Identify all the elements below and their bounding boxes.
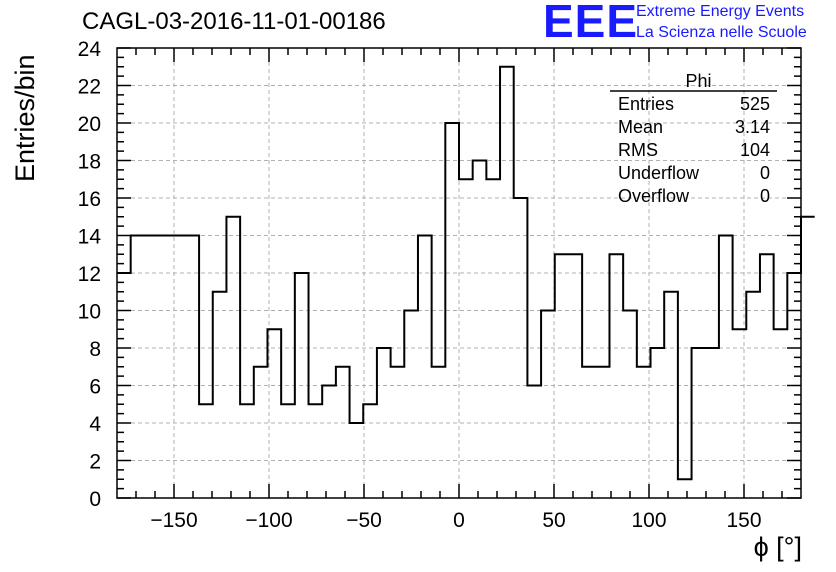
stats-label: RMS	[618, 140, 658, 160]
y-tick-label: 12	[78, 263, 101, 286]
histogram-bin	[281, 404, 295, 498]
histogram-bin	[199, 404, 213, 498]
y-tick-label: 16	[78, 188, 101, 211]
stats-label: Mean	[618, 117, 663, 137]
histogram-step-line	[117, 65, 815, 481]
stats-title: Phi	[685, 71, 711, 91]
grid-lines	[117, 48, 801, 498]
histogram-bin	[774, 329, 788, 498]
histogram-bin	[801, 217, 815, 498]
histogram-bin	[514, 198, 528, 498]
histogram-bin	[459, 179, 473, 498]
brand-line-1: Extreme Energy Events	[636, 3, 805, 20]
histogram-bin	[651, 348, 665, 498]
brand-line-2: La Scienza nelle Scuole	[636, 24, 807, 41]
histogram-bin	[391, 367, 405, 498]
histogram-bin	[568, 254, 582, 498]
histogram-bin	[719, 236, 733, 499]
y-tick-label: 10	[78, 301, 101, 324]
histogram-bin	[692, 348, 706, 498]
y-tick-label: 0	[89, 488, 101, 511]
x-tick-label: −150	[150, 509, 197, 532]
x-tick-label: −50	[346, 509, 382, 532]
y-tick-label: 4	[89, 413, 101, 436]
y-tick-label: 2	[89, 451, 101, 474]
histogram-bin	[582, 367, 596, 498]
stats-label: Overflow	[618, 186, 690, 206]
histogram-bin	[363, 404, 377, 498]
histogram-bin	[213, 292, 227, 498]
y-tick-label: 20	[78, 113, 101, 136]
histogram-bin	[760, 254, 774, 498]
x-tick-label: −100	[245, 509, 292, 532]
histogram-bin	[267, 329, 281, 498]
histogram-bin	[336, 367, 350, 498]
histogram-bin	[637, 367, 651, 498]
stats-value: 104	[740, 140, 770, 160]
histogram-bin	[144, 236, 158, 499]
histogram-bin	[432, 367, 446, 498]
y-tick-label: 14	[78, 226, 102, 249]
histogram-bin	[418, 236, 432, 499]
histogram-bin	[596, 367, 610, 498]
histogram-bin	[664, 292, 678, 498]
histogram-bin	[541, 311, 555, 499]
axes: −150 −100 −50 0 50 100 15002468101214161820222…	[78, 38, 802, 532]
histogram-bin	[309, 404, 323, 498]
eee-logo: EEE	[543, 0, 639, 47]
histogram-bin	[131, 236, 145, 499]
histogram-bin	[555, 254, 569, 498]
stats-label: Entries	[618, 94, 674, 114]
x-tick-label: 50	[542, 509, 565, 532]
histogram-bin	[609, 254, 623, 498]
histogram-bin	[404, 311, 418, 499]
histogram-bin	[254, 367, 268, 498]
y-tick-label: 8	[89, 338, 101, 361]
histogram-bin	[746, 292, 760, 498]
y-tick-label: 22	[78, 76, 101, 99]
x-axis-label: ϕ [°]	[753, 532, 802, 562]
histogram-bin	[473, 161, 487, 499]
stats-value: 0	[760, 163, 770, 183]
histogram-bin	[185, 236, 199, 499]
histogram-bin	[527, 386, 541, 499]
histogram-bin	[226, 217, 240, 498]
stats-label: Underflow	[618, 163, 700, 183]
y-tick-label: 24	[78, 38, 102, 61]
histogram-bin	[322, 386, 336, 499]
histogram-bin	[350, 423, 364, 498]
y-tick-label: 6	[89, 376, 101, 399]
histogram-bin	[240, 404, 254, 498]
histogram-bin	[623, 311, 637, 499]
histogram-bin	[733, 329, 747, 498]
y-tick-label: 18	[78, 151, 101, 174]
chart-title: CAGL-03-2016-11-01-00186	[82, 8, 386, 35]
histogram-bin	[486, 179, 500, 498]
histogram-bin	[377, 348, 391, 498]
histogram-series	[117, 65, 815, 499]
x-tick-label: 0	[453, 509, 465, 532]
x-tick-label: 100	[631, 509, 666, 532]
histogram-bin	[678, 479, 692, 498]
stats-value: 0	[760, 186, 770, 206]
histogram-bin	[705, 348, 719, 498]
histogram-bin	[445, 123, 459, 498]
stats-value: 525	[740, 94, 770, 114]
stats-value: 3.14	[735, 117, 770, 137]
histogram-bin	[295, 273, 309, 498]
histogram-bin	[158, 236, 172, 499]
x-tick-label: 150	[726, 509, 761, 532]
histogram-bin	[500, 67, 514, 498]
stats-box: Phi Entries 525 Mean 3.14 RMS 104 Underflow 0 Ove…	[610, 71, 777, 206]
histogram-bin	[172, 236, 186, 499]
